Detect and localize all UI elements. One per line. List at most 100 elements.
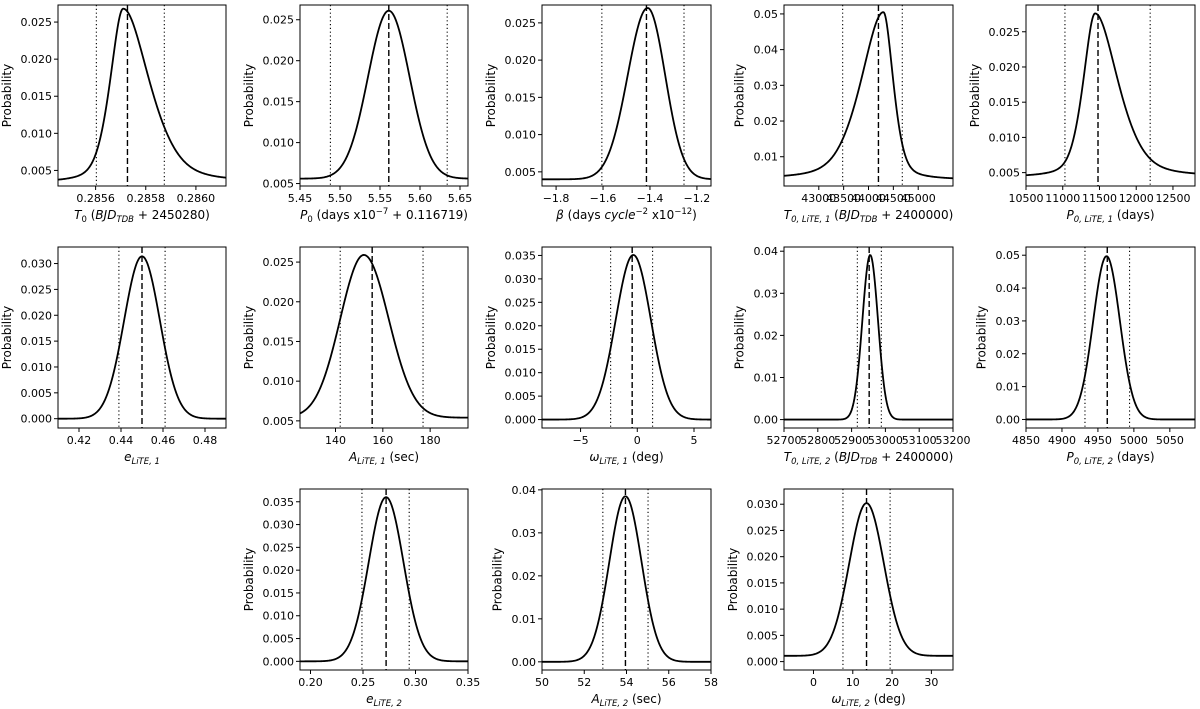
y-axis-label: Probability xyxy=(0,64,14,127)
y-tick-label: 0.020 xyxy=(263,564,295,577)
y-tick-label: 0.015 xyxy=(263,335,295,348)
x-tick-label: 0.2856 xyxy=(76,192,115,205)
y-tick-label: 0.005 xyxy=(747,629,779,642)
x-tick-label: 5.65 xyxy=(448,192,473,205)
x-tick-label: 5.50 xyxy=(328,192,353,205)
y-tick-label: 0.010 xyxy=(263,375,295,388)
x-tick-label: 0.48 xyxy=(193,434,218,447)
x-axis-label: T0, LiTE, 2 (BJDTDB + 2400000) xyxy=(784,450,954,467)
y-tick-label: 0.03 xyxy=(754,79,779,92)
axes-frame xyxy=(57,4,227,187)
pdf-curve xyxy=(784,11,953,180)
x-tick-label: 140 xyxy=(325,434,346,447)
pdf-curve xyxy=(542,7,711,181)
axes-frame xyxy=(57,246,227,429)
x-tick-label: 44500 xyxy=(876,192,911,205)
y-axis-label: Probability xyxy=(726,548,740,611)
x-tick-label: 30 xyxy=(924,676,938,689)
x-tick-label: 45000 xyxy=(901,192,936,205)
x-tick-label: 4850 xyxy=(1012,434,1040,447)
x-tick-label: 5.60 xyxy=(408,192,433,205)
y-tick-label: 0.010 xyxy=(747,603,779,616)
y-tick-label: 0.025 xyxy=(21,283,53,296)
y-tick-label: 0.010 xyxy=(21,361,53,374)
pdf-curve xyxy=(58,7,226,181)
y-tick-label: 0.020 xyxy=(21,53,53,66)
y-tick-label: 0.00 xyxy=(512,656,537,669)
pdf-curve xyxy=(542,254,711,421)
panel-P0LiTE1: 10500 11000 11500 12000 12500 0.005 0.010 0.015… xyxy=(968,4,1196,225)
y-tick-label: 0.010 xyxy=(989,131,1021,144)
x-tick-label: 11000 xyxy=(1045,192,1080,205)
pdf-curve xyxy=(300,9,468,180)
x-tick-label: 53000 xyxy=(868,434,903,447)
y-tick-label: 0.025 xyxy=(505,296,537,309)
panel-P0: 5.45 5.50 5.55 5.60 5.65 0.005 0.010 0.015 0.020… xyxy=(242,4,473,225)
y-tick-label: 0.000 xyxy=(505,414,537,427)
x-tick-label: 0.25 xyxy=(351,676,376,689)
y-tick-label: 0.005 xyxy=(21,387,53,400)
x-tick-label: −1.2 xyxy=(684,192,711,205)
x-tick-label: 5.45 xyxy=(288,192,313,205)
y-tick-label: 0.030 xyxy=(263,519,295,532)
y-tick-label: 0.000 xyxy=(21,413,53,426)
y-tick-label: 0.03 xyxy=(996,315,1021,328)
y-tick-label: 0.005 xyxy=(263,415,295,428)
x-tick-label: 10500 xyxy=(1009,192,1044,205)
x-tick-label: 0 xyxy=(810,676,817,689)
x-tick-label: −1.8 xyxy=(543,192,570,205)
y-tick-label: 0.03 xyxy=(754,287,779,300)
x-axis-label: ALiTE, 1 (sec) xyxy=(348,450,419,467)
axes-frame xyxy=(783,246,954,429)
y-tick-label: 0.02 xyxy=(512,570,537,583)
y-tick-label: 0.01 xyxy=(512,613,537,626)
x-axis-label: T0, LiTE, 1 (BJDTDB + 2400000) xyxy=(784,208,954,225)
y-tick-label: 0.010 xyxy=(263,610,295,623)
x-axis-label: T0 (BJDTDB + 2450280) xyxy=(74,208,210,225)
y-tick-label: 0.01 xyxy=(996,381,1021,394)
y-tick-label: 0.035 xyxy=(505,249,537,262)
pdf-curve xyxy=(542,495,711,663)
pdf-curve xyxy=(1026,255,1195,421)
x-axis-label: eLiTE, 2 xyxy=(366,692,402,709)
y-tick-label: 0.005 xyxy=(505,166,537,179)
y-tick-label: 0.05 xyxy=(754,8,779,21)
y-tick-label: 0.02 xyxy=(996,348,1021,361)
y-tick-label: 0.035 xyxy=(263,496,295,509)
x-tick-label: 54 xyxy=(620,676,634,689)
axes-frame xyxy=(541,246,712,429)
x-tick-label: 12500 xyxy=(1155,192,1190,205)
y-tick-label: 0.015 xyxy=(747,577,779,590)
x-axis-label: eLiTE, 1 xyxy=(124,450,160,467)
x-tick-label: 0 xyxy=(634,434,641,447)
x-tick-label: 5000 xyxy=(1120,434,1148,447)
y-tick-label: 0.010 xyxy=(505,367,537,380)
x-axis-label: ALiTE, 2 (sec) xyxy=(590,692,661,709)
x-tick-label: −1.4 xyxy=(637,192,664,205)
x-tick-label: 0.30 xyxy=(403,676,428,689)
y-tick-label: 0.015 xyxy=(505,91,537,104)
y-tick-label: 0.000 xyxy=(747,656,779,669)
x-tick-label: 43000 xyxy=(801,192,836,205)
y-tick-label: 0.04 xyxy=(512,484,537,497)
y-tick-label: 0.00 xyxy=(754,414,779,427)
y-tick-label: 0.005 xyxy=(505,390,537,403)
y-tick-label: 0.015 xyxy=(21,335,53,348)
x-tick-label: 0.2858 xyxy=(127,192,166,205)
x-tick-label: 53200 xyxy=(936,434,971,447)
x-tick-label: 20 xyxy=(885,676,899,689)
panel-T0: 0.2856 0.2858 0.2860 0.005 0.010 0.015 0.020 0.… xyxy=(0,4,227,225)
y-tick-label: 0.030 xyxy=(21,258,53,271)
y-tick-label: 0.015 xyxy=(21,90,53,103)
y-tick-label: 0.01 xyxy=(754,151,779,164)
axes-frame xyxy=(299,246,469,429)
x-tick-label: −1.6 xyxy=(590,192,617,205)
axes-frame xyxy=(299,488,469,671)
y-tick-label: 0.015 xyxy=(263,587,295,600)
y-tick-label: 0.025 xyxy=(263,256,295,269)
y-tick-label: 0.030 xyxy=(747,498,779,511)
x-tick-label: 160 xyxy=(372,434,393,447)
